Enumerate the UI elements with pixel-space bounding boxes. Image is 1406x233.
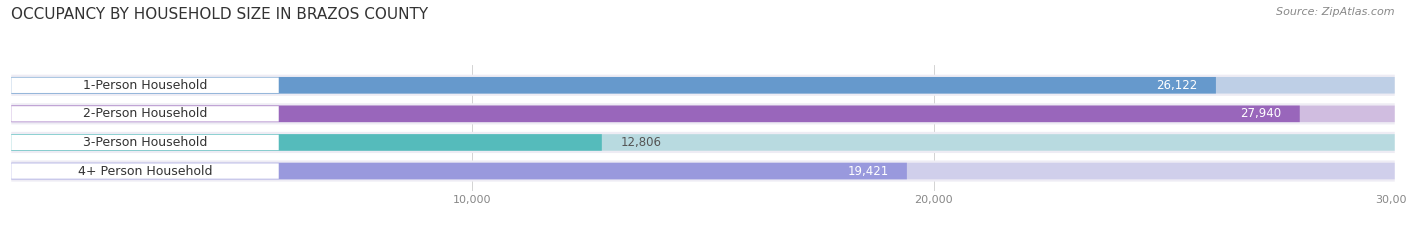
FancyBboxPatch shape	[11, 163, 1395, 179]
FancyBboxPatch shape	[11, 134, 1395, 151]
FancyBboxPatch shape	[11, 77, 1216, 93]
Text: OCCUPANCY BY HOUSEHOLD SIZE IN BRAZOS COUNTY: OCCUPANCY BY HOUSEHOLD SIZE IN BRAZOS CO…	[11, 7, 429, 22]
FancyBboxPatch shape	[11, 163, 278, 179]
FancyBboxPatch shape	[11, 106, 1299, 122]
FancyBboxPatch shape	[11, 106, 278, 122]
FancyBboxPatch shape	[11, 134, 602, 151]
FancyBboxPatch shape	[11, 132, 1395, 153]
Text: 1-Person Household: 1-Person Household	[83, 79, 207, 92]
FancyBboxPatch shape	[11, 135, 278, 150]
FancyBboxPatch shape	[11, 77, 1395, 93]
Text: Source: ZipAtlas.com: Source: ZipAtlas.com	[1277, 7, 1395, 17]
FancyBboxPatch shape	[11, 78, 278, 93]
Text: 19,421: 19,421	[848, 164, 889, 178]
Text: 3-Person Household: 3-Person Household	[83, 136, 207, 149]
FancyBboxPatch shape	[11, 161, 1395, 182]
FancyBboxPatch shape	[11, 103, 1395, 124]
Text: 2-Person Household: 2-Person Household	[83, 107, 207, 120]
FancyBboxPatch shape	[11, 75, 1395, 96]
Text: 26,122: 26,122	[1156, 79, 1198, 92]
Text: 27,940: 27,940	[1240, 107, 1281, 120]
Text: 12,806: 12,806	[620, 136, 661, 149]
Text: 4+ Person Household: 4+ Person Household	[77, 164, 212, 178]
FancyBboxPatch shape	[11, 163, 907, 179]
FancyBboxPatch shape	[11, 106, 1395, 122]
